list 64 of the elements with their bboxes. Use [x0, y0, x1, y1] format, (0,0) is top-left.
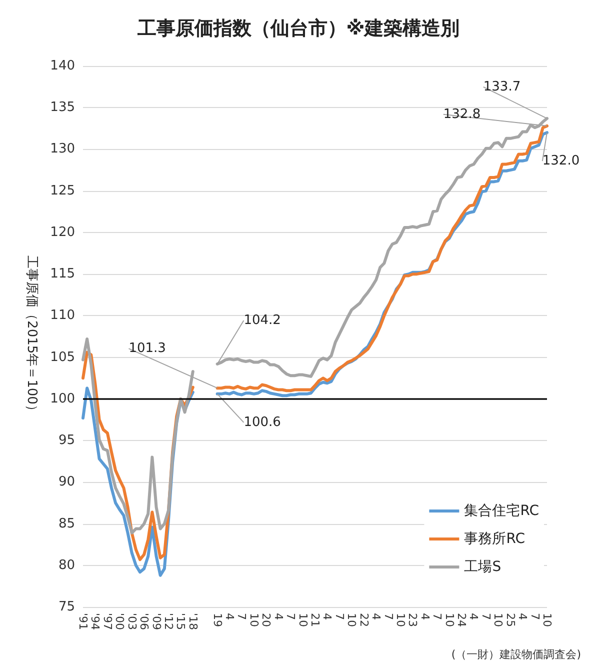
- x-tick-label: 19: [210, 613, 224, 627]
- y-tick-label: 105: [50, 350, 75, 365]
- x-tick-label: '03: [125, 613, 138, 630]
- y-tick-label: 80: [58, 558, 75, 573]
- legend-label: 工場S: [464, 559, 502, 575]
- x-tick-label: 10: [442, 613, 456, 627]
- y-tick-label: 85: [58, 516, 75, 532]
- y-tick-label: 135: [50, 100, 75, 116]
- data-label: 100.6: [244, 414, 281, 430]
- y-tick-label: 125: [50, 183, 75, 198]
- x-tick-label: 10: [247, 613, 260, 627]
- y-tick-label: 120: [50, 224, 75, 240]
- y-tick-label: 115: [50, 266, 75, 282]
- x-tick-label: 7: [332, 613, 346, 620]
- x-tick-label: 10: [345, 613, 358, 627]
- x-tick-label: 10: [492, 613, 505, 627]
- x-tick-label: '06: [138, 613, 151, 630]
- y-tick-label: 100: [50, 391, 75, 406]
- x-tick-label: 4: [370, 613, 383, 620]
- x-tick-label: '15: [174, 613, 188, 630]
- x-tick-label: 7: [528, 613, 542, 620]
- chart-title: 工事原価指数（仙台市）※建築構造別: [136, 18, 460, 40]
- x-tick-label: '00: [113, 613, 126, 630]
- x-tick-label: 7: [430, 613, 444, 620]
- x-tick-label: 4: [516, 613, 530, 620]
- legend-label: 集合住宅RC: [464, 503, 540, 519]
- x-tick-label: '91: [76, 613, 90, 630]
- x-tick-label: '12: [162, 613, 175, 630]
- x-tick-label: 7: [235, 613, 248, 620]
- x-tick-label: '18: [186, 613, 200, 630]
- x-tick-label: 21: [308, 613, 322, 627]
- x-tick-label: 20: [260, 613, 273, 627]
- x-tick-label: 22: [357, 613, 370, 627]
- x-tick-label: 7: [479, 613, 492, 620]
- x-tick-label: 10: [394, 613, 407, 627]
- x-tick-label: 7: [284, 613, 298, 620]
- x-tick-label: 4: [467, 613, 480, 620]
- y-tick-label: 110: [50, 308, 75, 324]
- y-tick-label: 140: [50, 58, 75, 74]
- y-axis-title: 工事原価（2015年＝100）: [24, 256, 39, 418]
- x-tick-label: '09: [150, 613, 163, 630]
- x-tick-label: 4: [320, 613, 334, 620]
- data-label: 132.8: [443, 106, 481, 122]
- data-label: 133.7: [483, 79, 521, 94]
- data-label: 104.2: [244, 312, 281, 328]
- y-tick-label: 90: [58, 474, 75, 490]
- x-tick-label: 23: [406, 613, 420, 627]
- data-label: 132.0: [542, 154, 580, 169]
- y-tick-label: 130: [50, 142, 75, 157]
- x-tick-label: 4: [418, 613, 432, 620]
- x-tick-label: '97: [100, 613, 114, 630]
- x-tick-label: 10: [296, 613, 310, 627]
- x-tick-label: 4: [272, 613, 285, 620]
- x-tick-label: 10: [540, 613, 554, 627]
- x-tick-label: '94: [88, 613, 102, 630]
- x-tick-label: 7: [382, 613, 395, 620]
- legend-label: 事務所RC: [464, 531, 526, 547]
- x-tick-label: 4: [223, 613, 236, 620]
- data-label: 101.3: [128, 341, 166, 356]
- x-tick-label: 25: [504, 613, 517, 627]
- text: (（一財）建設物価調査会): [451, 648, 582, 661]
- y-tick-label: 75: [58, 600, 75, 614]
- x-tick-label: 24: [455, 613, 468, 627]
- y-tick-label: 95: [58, 433, 75, 448]
